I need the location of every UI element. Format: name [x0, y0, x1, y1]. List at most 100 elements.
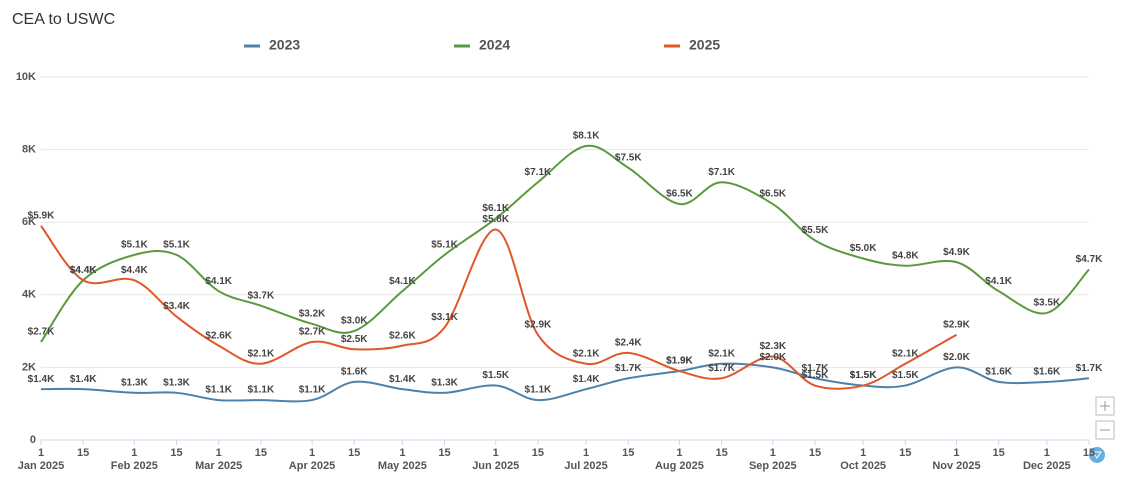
data-label: $4.4K — [70, 265, 97, 276]
data-label: $2.3K — [759, 341, 786, 352]
data-label: $3.1K — [431, 312, 458, 323]
x-tick-label: 15 — [993, 447, 1005, 459]
data-label: $5.1K — [121, 240, 148, 251]
data-label: $1.7K — [802, 363, 829, 374]
data-label: $4.8K — [892, 250, 919, 261]
filter-icon — [1092, 451, 1102, 459]
data-label: $4.1K — [985, 276, 1012, 287]
y-tick-label: 4K — [22, 289, 36, 301]
x-month-label: Feb 2025 — [111, 460, 158, 472]
zoom-controls[interactable] — [1089, 396, 1115, 463]
x-tick-label: 1 — [860, 447, 866, 459]
data-label: $1.1K — [247, 385, 274, 396]
data-label: $1.5K — [892, 370, 919, 381]
x-tick-label: 1 — [399, 447, 405, 459]
data-label: $5.1K — [163, 240, 190, 251]
chart-title: CEA to USWC — [12, 11, 115, 28]
data-label: $1.5K — [850, 370, 877, 381]
y-tick-label: 10K — [16, 71, 36, 83]
data-label: $5.0K — [850, 243, 877, 254]
x-tick-label: 1 — [493, 447, 499, 459]
x-month-label: Jul 2025 — [564, 460, 607, 472]
data-label: $1.7K — [708, 363, 735, 374]
x-tick-label: 1 — [583, 447, 589, 459]
data-label: $2.6K — [205, 330, 232, 341]
data-label: $2.1K — [573, 348, 600, 359]
series-line — [40, 225, 957, 390]
data-label: $2.0K — [943, 352, 970, 363]
x-month-label: Jan 2025 — [18, 460, 64, 472]
data-label: $2.0K — [759, 352, 786, 363]
x-month-label: Sep 2025 — [749, 460, 797, 472]
x-month-label: Oct 2025 — [840, 460, 886, 472]
x-month-label: Aug 2025 — [655, 460, 704, 472]
data-label: $1.4K — [28, 374, 55, 385]
data-label: $4.9K — [943, 247, 970, 258]
data-label: $5.8K — [482, 214, 509, 225]
data-label: $1.4K — [389, 374, 416, 385]
data-label: $2.1K — [892, 348, 919, 359]
data-label: $3.5K — [1033, 298, 1060, 309]
data-label: $4.1K — [205, 276, 232, 287]
x-month-label: May 2025 — [378, 460, 427, 472]
data-label: $5.9K — [28, 210, 55, 221]
data-label: $1.3K — [163, 377, 190, 388]
x-tick-label: 1 — [38, 447, 44, 459]
data-label: $4.1K — [389, 276, 416, 287]
data-label: $1.6K — [1033, 367, 1060, 378]
x-tick-label: 15 — [77, 447, 89, 459]
data-label: $1.3K — [431, 377, 458, 388]
x-tick-label: 15 — [1083, 447, 1095, 459]
data-label: $6.1K — [482, 203, 509, 214]
data-label: $2.7K — [299, 327, 326, 338]
series-line — [40, 362, 1090, 403]
data-label: $8.1K — [573, 131, 600, 142]
data-label: $6.5K — [666, 189, 693, 200]
y-tick-label: 8K — [22, 144, 36, 156]
filter-button[interactable] — [1089, 447, 1105, 463]
x-tick-label: 15 — [532, 447, 544, 459]
x-tick-label: 15 — [438, 447, 450, 459]
x-month-label: Apr 2025 — [289, 460, 335, 472]
y-tick-label: 0 — [30, 434, 36, 446]
legend-label: 2025 — [689, 37, 720, 53]
y-tick-label: 6K — [22, 216, 36, 228]
data-label: $1.4K — [573, 374, 600, 385]
x-tick-label: 15 — [809, 447, 821, 459]
data-label: $1.9K — [666, 356, 693, 367]
data-label: $2.5K — [341, 334, 368, 345]
data-label: $3.2K — [299, 308, 326, 319]
data-label: $4.4K — [70, 265, 97, 276]
data-label: $4.7K — [1076, 254, 1103, 265]
x-month-label: Dec 2025 — [1023, 460, 1071, 472]
data-label: $2.7K — [28, 327, 55, 338]
data-label: $1.1K — [299, 385, 326, 396]
x-tick-label: 1 — [309, 447, 315, 459]
x-tick-label: 1 — [131, 447, 137, 459]
data-label: $3.7K — [247, 290, 274, 301]
data-label: $1.5K — [802, 370, 829, 381]
x-tick-label: 15 — [622, 447, 634, 459]
data-label: $1.4K — [70, 374, 97, 385]
legend-label: 2023 — [269, 37, 300, 53]
data-label: $7.1K — [525, 167, 552, 178]
series-line — [40, 144, 1090, 343]
x-tick-label: 1 — [953, 447, 959, 459]
data-label: $1.6K — [341, 367, 368, 378]
data-label: $1.5K — [850, 370, 877, 381]
data-label: $5.1K — [431, 240, 458, 251]
x-tick-label: 15 — [255, 447, 267, 459]
data-label: $7.1K — [708, 167, 735, 178]
data-label: $2.6K — [389, 330, 416, 341]
data-label: $1.7K — [1076, 363, 1103, 374]
x-month-label: Jun 2025 — [472, 460, 519, 472]
x-tick-label: 1 — [770, 447, 776, 459]
x-month-label: Mar 2025 — [195, 460, 242, 472]
data-label: $3.4K — [163, 301, 190, 312]
data-label: $4.4K — [121, 265, 148, 276]
x-tick-label: 15 — [899, 447, 911, 459]
data-label: $1.1K — [525, 385, 552, 396]
data-label: $1.3K — [121, 377, 148, 388]
zoom-in-icon — [1100, 401, 1110, 411]
